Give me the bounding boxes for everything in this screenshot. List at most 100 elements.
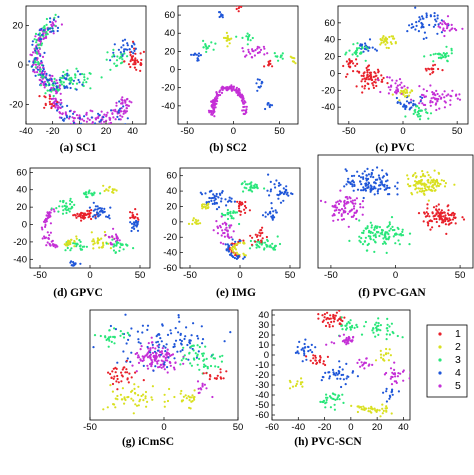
scatter-point [111,55,114,58]
scatter-point [133,383,136,386]
scatter-point [256,45,259,48]
scatter-point [70,76,73,79]
scatter-point [211,202,214,205]
scatter-point [130,376,133,379]
scatter-point [104,336,107,339]
scatter-point [348,49,351,52]
scatter-point [441,93,444,96]
scatter-point [120,371,123,374]
scatter-point [52,32,55,35]
y-tick-label: 40 [258,310,269,321]
scatter-point [324,201,327,204]
scatter-point [105,119,108,122]
scatter-point [435,205,438,208]
scatter-point [125,368,128,371]
scatter-point [372,234,375,237]
scatter-point [45,23,48,26]
scatter-point [383,183,386,186]
scatter-point [247,50,250,54]
scatter-point [206,204,209,207]
scatter-point [317,317,320,320]
scatter-point [70,264,73,267]
scatter-point [75,67,78,70]
scatter-point [180,359,183,362]
scatter-point [266,52,269,55]
scatter-point [207,109,211,112]
y-tick-label: -40 [255,390,269,401]
scatter-point [425,183,428,186]
scatter-point [62,209,65,212]
scatter-point [106,51,109,54]
scatter-point [351,53,354,56]
scatter-point [102,244,105,247]
scatter-point [230,252,233,255]
scatter-point [232,217,235,220]
scatter-point [380,41,383,45]
scatter-point [359,180,362,183]
scatter-point [151,385,154,388]
scatter-point [352,189,355,192]
scatter-point [173,343,176,346]
scatter-point [287,194,290,197]
scatter-point [454,94,458,97]
scatter-point [371,329,374,332]
scatter-point [102,116,105,119]
scatter-point [206,367,209,370]
scatter-point [137,60,140,64]
scatter-point [286,191,289,194]
scatter-point [442,179,446,182]
scatter-point [232,87,235,90]
scatter-point [431,211,434,214]
scatter-point [65,206,68,209]
scatter-point [38,70,42,73]
scatter-point [248,247,252,250]
scatter-point [120,374,123,377]
scatter-point [220,234,223,237]
scatter-point [352,70,355,73]
scatter-point [162,345,165,348]
scatter-point [99,192,102,195]
scatter-point [211,395,214,399]
scatter-point [191,344,194,347]
scatter-point [376,166,379,169]
scatter-point [419,175,422,178]
y-tick-label: -20 [163,232,177,243]
scatter-point [160,340,163,343]
scatter-point [243,105,246,108]
scatter-point [54,20,57,23]
scatter-point [427,117,430,120]
scatter-point [259,234,262,237]
scatter-point [290,192,293,195]
scatter-point [270,202,273,205]
scatter-point [359,405,363,409]
scatter-point [406,174,409,177]
scatter-point [110,376,113,379]
scatter-point [226,45,229,48]
scatter-point [392,332,395,335]
scatter-point [110,109,113,112]
scatter-point [53,16,56,19]
scatter-point [111,238,114,241]
scatter-point [90,116,93,119]
scatter-point [432,70,435,73]
scatter-point [391,35,395,38]
scatter-point [273,248,277,251]
scatter-point [358,219,361,222]
scatter-point [50,106,53,110]
scatter-point [398,99,401,102]
scatter-point [63,77,66,80]
scatter-point [129,60,132,63]
legend-marker [438,332,442,336]
scatter-point [373,226,376,229]
scatter-point [423,55,426,58]
scatter-point [386,317,389,320]
scatter-point [227,248,230,251]
scatter-point [166,399,170,403]
scatter-point [183,354,186,357]
scatter-point [79,73,82,76]
scatter-point [365,177,368,180]
scatter-point [365,227,368,230]
scatter-point [155,355,158,358]
scatter-point [388,76,391,79]
scatter-point [230,88,233,91]
